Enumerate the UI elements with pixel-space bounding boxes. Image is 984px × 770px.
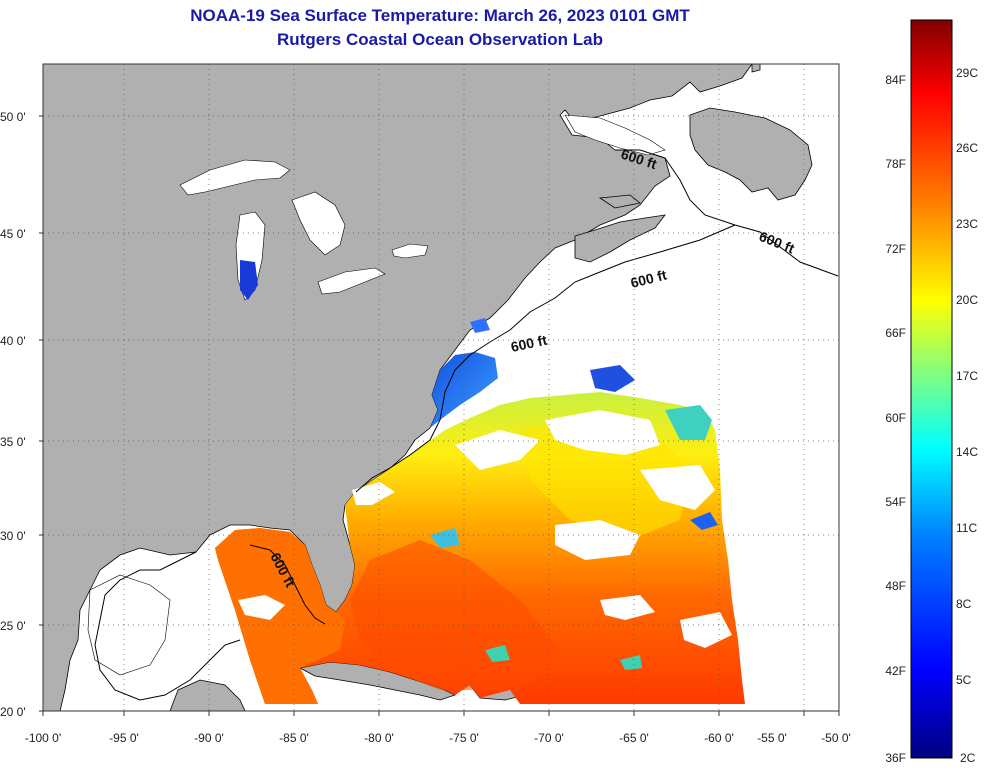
- nova-scotia-land: [574, 214, 666, 263]
- colorbar-c-label: 11C: [956, 521, 977, 535]
- colorbar-c-label: 29C: [956, 66, 978, 80]
- pei-land: [598, 194, 641, 209]
- lat-axis: 50 0' 45 0' 40 0' 35 0' 30 0' 25 0' 20 0…: [0, 110, 26, 719]
- temperature-colorbar: 84F 78F 72F 66F 60F 54F 48F 42F 36F 29C …: [885, 19, 978, 765]
- map-subtitle: Rutgers Coastal Ocean Observation Lab: [277, 30, 603, 49]
- colorbar-f-label: 42F: [885, 664, 906, 678]
- isobath-600ft: [94, 149, 839, 701]
- colorbar-c-label: 8C: [956, 597, 972, 611]
- lat-tick-label: 20 0': [0, 705, 26, 719]
- lon-tick-label: -50 0': [821, 731, 851, 745]
- colorbar-f-label: 36F: [885, 751, 906, 765]
- colorbar-fahrenheit-labels: 84F 78F 72F 66F 60F 54F 48F 42F 36F: [885, 73, 906, 765]
- colorbar-f-label: 48F: [885, 579, 906, 593]
- sst-data: [215, 260, 745, 704]
- sst-gulf: [215, 528, 345, 704]
- colorbar-gradient: [910, 19, 953, 759]
- isobath-label: 600 ft: [509, 332, 548, 355]
- colorbar-celsius-labels: 29C 26C 23C 20C 17C 14C 11C 8C 5C 2C: [956, 66, 978, 765]
- cuba-land: [298, 661, 457, 701]
- lat-tick-label: 45 0': [0, 227, 26, 241]
- lon-tick-label: -100 0': [25, 731, 61, 745]
- lon-tick-label: -60 0': [704, 731, 734, 745]
- colorbar-f-label: 72F: [885, 242, 906, 256]
- colorbar-c-label: 26C: [956, 141, 978, 155]
- newfoundland-land: [689, 107, 813, 201]
- lat-tick-label: 30 0': [0, 529, 26, 543]
- lon-tick-label: -90 0': [194, 731, 224, 745]
- lon-tick-label: -85 0': [279, 731, 309, 745]
- colorbar-c-label: 23C: [956, 217, 978, 231]
- colorbar-f-label: 78F: [885, 157, 906, 171]
- colorbar-f-label: 66F: [885, 326, 906, 340]
- lon-tick-label: -80 0': [364, 731, 394, 745]
- lon-tick-label: -70 0': [534, 731, 564, 745]
- colorbar-c-label: 17C: [956, 369, 978, 383]
- colorbar-c-label: 2C: [960, 751, 976, 765]
- map-title: NOAA-19 Sea Surface Temperature: March 2…: [190, 6, 690, 25]
- lat-tick-label: 50 0': [0, 110, 26, 124]
- lon-tick-label: -65 0': [619, 731, 649, 745]
- colorbar-c-label: 5C: [956, 673, 972, 687]
- lon-tick-label: -95 0': [109, 731, 139, 745]
- great-lakes: [87, 114, 666, 676]
- frame-ticks: [39, 115, 840, 716]
- colorbar-f-label: 84F: [885, 73, 906, 87]
- lat-tick-label: 40 0': [0, 334, 26, 348]
- lon-axis: -100 0' -95 0' -90 0' -85 0' -80 0' -75 …: [25, 731, 851, 745]
- lat-tick-label: 25 0': [0, 619, 26, 633]
- colorbar-c-label: 14C: [956, 445, 978, 459]
- colorbar-f-label: 54F: [885, 495, 906, 509]
- lon-tick-label: -55 0': [757, 731, 787, 745]
- lon-tick-label: -75 0': [449, 731, 479, 745]
- colorbar-c-label: 20C: [956, 293, 978, 307]
- lat-tick-label: 35 0': [0, 435, 26, 449]
- map-border: [42, 63, 840, 712]
- colorbar-f-label: 60F: [885, 411, 906, 425]
- sst-cold-shelf: [430, 352, 498, 428]
